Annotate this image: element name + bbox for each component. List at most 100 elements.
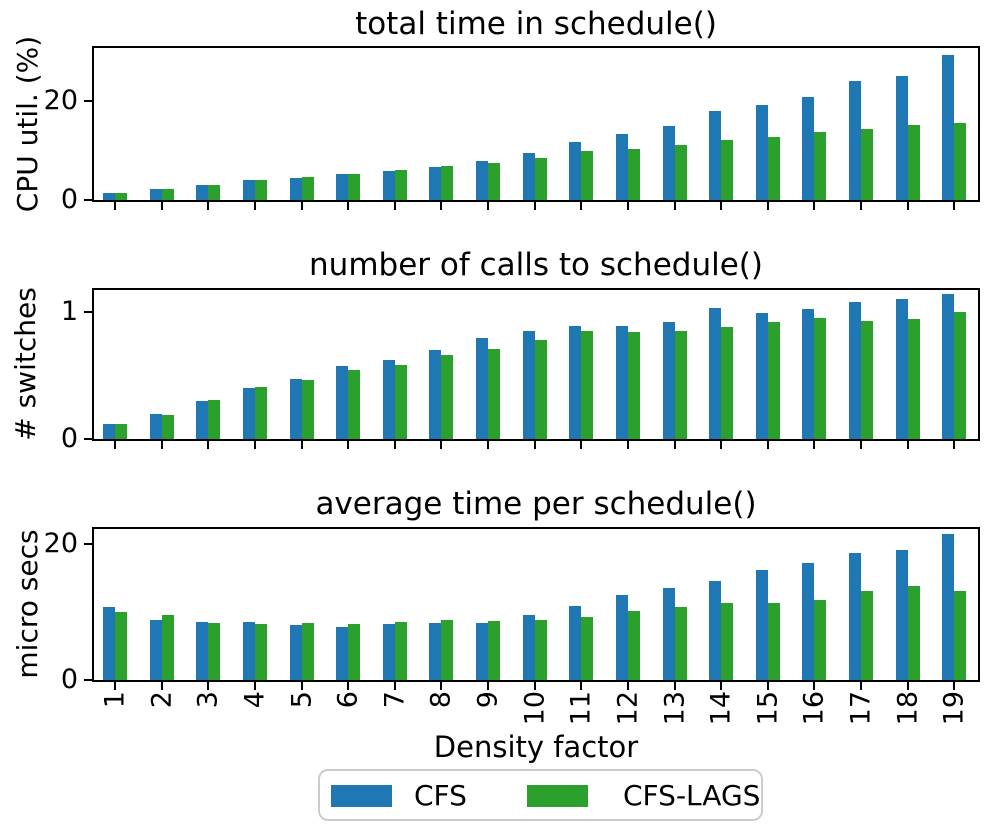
bar-cfs-d16 bbox=[802, 97, 815, 200]
bar-cfs-d3 bbox=[196, 184, 209, 200]
x-tick-label-text: 6 bbox=[332, 691, 364, 709]
x-tick-mark bbox=[580, 202, 583, 210]
bar-cfs-lags-d2 bbox=[161, 414, 174, 439]
x-tick-mark bbox=[440, 682, 443, 690]
bar-cfs-lags-d15 bbox=[767, 603, 780, 680]
bar-cfs-lags-d14 bbox=[721, 326, 734, 439]
bar-cfs-lags-d8 bbox=[441, 354, 454, 439]
bar-cfs-lags-d3 bbox=[208, 399, 221, 439]
x-tick-mark bbox=[766, 682, 769, 690]
bar-cfs-d13 bbox=[662, 321, 675, 439]
bar-cfs-d3 bbox=[196, 621, 209, 680]
y-tick-label: 20 bbox=[43, 527, 78, 559]
bar-cfs-lags-d7 bbox=[394, 365, 407, 439]
x-tick-label-text: 11 bbox=[565, 691, 597, 726]
bar-cfs-d7 bbox=[382, 624, 395, 680]
x-tick-label-text: 4 bbox=[239, 691, 271, 709]
bar-cfs-lags-d9 bbox=[488, 163, 501, 200]
bar-cfs-lags-d10 bbox=[534, 339, 547, 439]
bar-cfs-lags-d3 bbox=[208, 184, 221, 200]
x-tick-mark bbox=[300, 682, 303, 690]
bar-cfs-d2 bbox=[149, 619, 162, 680]
bar-cfs-d19 bbox=[942, 54, 955, 200]
bar-cfs-d13 bbox=[662, 588, 675, 680]
x-tick-mark bbox=[487, 441, 490, 449]
subplot-1-title: total time in schedule() bbox=[355, 6, 717, 42]
x-tick-label-text: 8 bbox=[425, 691, 457, 709]
x-tick-label-text: 2 bbox=[146, 691, 178, 709]
bar-cfs-d6 bbox=[336, 366, 349, 439]
x-tick-mark bbox=[393, 682, 396, 690]
bar-cfs-d15 bbox=[755, 569, 768, 680]
bar-cfs-d2 bbox=[149, 413, 162, 439]
bar-cfs-lags-d18 bbox=[907, 586, 920, 680]
bar-cfs-lags-d5 bbox=[301, 177, 314, 200]
x-tick-mark bbox=[580, 441, 583, 449]
bar-cfs-lags-d19 bbox=[954, 123, 967, 200]
bar-cfs-d17 bbox=[849, 552, 862, 680]
bar-cfs-lags-d18 bbox=[907, 125, 920, 200]
subplot-3-title: average time per schedule() bbox=[315, 486, 757, 522]
subplot-2-plot-area bbox=[92, 288, 980, 441]
x-tick-mark bbox=[207, 441, 210, 449]
bar-cfs-d13 bbox=[662, 125, 675, 200]
legend-label-cfs: CFS bbox=[414, 779, 467, 812]
bar-cfs-d4 bbox=[242, 180, 255, 200]
bar-cfs-lags-d11 bbox=[581, 617, 594, 680]
x-tick-mark bbox=[626, 441, 629, 449]
bar-cfs-d10 bbox=[522, 153, 535, 200]
x-tick-label-text: 9 bbox=[472, 691, 504, 709]
x-tick-mark bbox=[720, 202, 723, 210]
x-tick-mark bbox=[300, 202, 303, 210]
x-tick-mark bbox=[906, 682, 909, 690]
bar-cfs-lags-d4 bbox=[254, 623, 267, 680]
x-tick-label-text: 16 bbox=[798, 691, 830, 726]
y-tick-label: 20 bbox=[43, 84, 78, 116]
x-tick-mark bbox=[626, 202, 629, 210]
bar-cfs-d14 bbox=[709, 307, 722, 439]
bar-cfs-lags-d19 bbox=[954, 311, 967, 439]
x-tick-label-text: 3 bbox=[192, 691, 224, 709]
x-tick-mark bbox=[393, 202, 396, 210]
bar-cfs-lags-d9 bbox=[488, 348, 501, 439]
bar-cfs-lags-d11 bbox=[581, 330, 594, 439]
x-tick-label-text: 1 bbox=[99, 691, 131, 709]
bar-cfs-d12 bbox=[615, 325, 628, 439]
x-tick-label-text: 14 bbox=[705, 691, 737, 726]
bar-cfs-d12 bbox=[615, 133, 628, 200]
bar-cfs-lags-d14 bbox=[721, 603, 734, 680]
y-tick-label: 1 bbox=[60, 295, 78, 327]
x-tick-mark bbox=[207, 202, 210, 210]
bar-cfs-d9 bbox=[476, 622, 489, 680]
bar-cfs-d15 bbox=[755, 105, 768, 200]
x-tick-mark bbox=[533, 682, 536, 690]
x-tick-mark bbox=[207, 682, 210, 690]
bar-cfs-d1 bbox=[103, 423, 115, 439]
bar-cfs-d9 bbox=[476, 338, 489, 439]
bar-cfs-d17 bbox=[849, 301, 862, 439]
bar-cfs-lags-d7 bbox=[394, 621, 407, 680]
x-tick-mark bbox=[766, 202, 769, 210]
bar-cfs-d18 bbox=[895, 298, 908, 439]
bar-cfs-d8 bbox=[429, 622, 442, 680]
x-tick-label-text: 19 bbox=[938, 691, 970, 726]
bar-cfs-d6 bbox=[336, 626, 349, 680]
bar-cfs-d1 bbox=[103, 607, 115, 680]
x-tick-mark bbox=[487, 682, 490, 690]
x-tick-label-text: 13 bbox=[659, 691, 691, 726]
bar-cfs-d5 bbox=[289, 624, 302, 680]
x-tick-mark bbox=[953, 441, 956, 449]
x-tick-mark bbox=[393, 441, 396, 449]
x-tick-mark bbox=[487, 202, 490, 210]
bar-cfs-d12 bbox=[615, 595, 628, 680]
x-tick-mark bbox=[720, 441, 723, 449]
bar-cfs-lags-d19 bbox=[954, 590, 967, 680]
y-tick-label: 0 bbox=[60, 423, 78, 454]
bar-cfs-lags-d4 bbox=[254, 386, 267, 439]
y-tick-mark bbox=[84, 438, 92, 440]
x-tick-mark bbox=[813, 202, 816, 210]
bar-cfs-lags-d7 bbox=[394, 169, 407, 200]
bar-cfs-lags-d12 bbox=[627, 332, 640, 439]
legend-swatch-cfs bbox=[331, 785, 392, 807]
